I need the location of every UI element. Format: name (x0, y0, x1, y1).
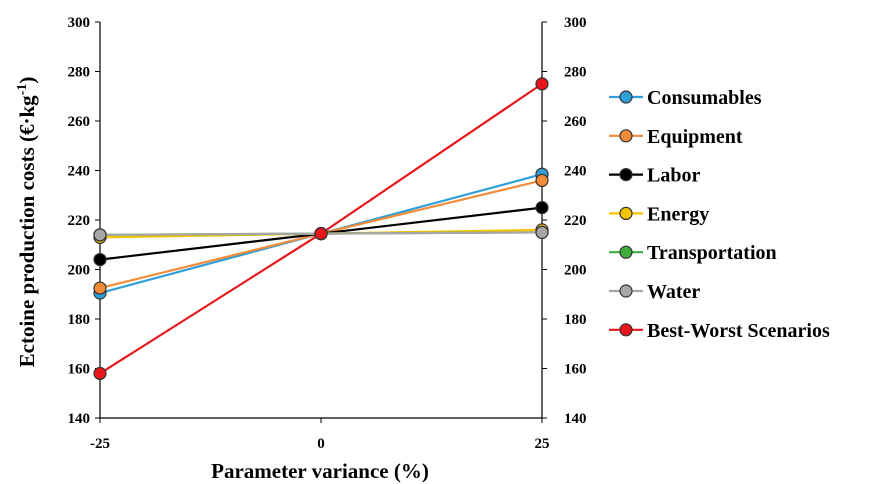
legend-label: Energy (647, 203, 709, 225)
y-tick-label-right: 160 (564, 362, 587, 378)
data-point-equipment (93, 281, 107, 295)
legend-label: Labor (647, 165, 700, 187)
legend-marker (619, 168, 633, 182)
y-tick-label-left: 200 (68, 263, 91, 279)
legend-marker (619, 206, 633, 220)
y-axis-title-main: Ectoine production costs (€·kg (15, 95, 39, 368)
data-point-water (535, 225, 549, 239)
y-tick-label-left: 160 (68, 362, 91, 378)
legend-item-equipment: Equipment (609, 126, 743, 148)
x-tick-label: -25 (90, 436, 110, 452)
legend-marker (619, 129, 633, 143)
y-tick-label-left: 260 (68, 114, 91, 130)
legend-marker (619, 245, 633, 259)
data-point-equipment (535, 173, 549, 187)
y-tick-label-right: 140 (564, 411, 587, 427)
legend-item-transportation: Transportation (609, 242, 777, 264)
legend-marker (619, 323, 633, 337)
data-point-best-worst-scenarios (314, 227, 328, 241)
y-tick-label-right: 180 (564, 312, 587, 328)
data-point-best-worst-scenarios (535, 77, 549, 91)
x-axis-title: Parameter variance (%) (211, 459, 429, 483)
legend-item-labor: Labor (609, 165, 700, 187)
data-point-labor (93, 253, 107, 267)
y-tick-label-left: 220 (68, 213, 91, 229)
y-tick-label-right: 240 (564, 164, 587, 180)
data-point-best-worst-scenarios (93, 366, 107, 381)
legend-item-consumables: Consumables (609, 87, 762, 109)
y-tick-label-left: 280 (68, 65, 91, 81)
y-tick-labels-left: 140 160 180 200 220 240 260 280 300 (68, 15, 91, 427)
legend-label: Water (647, 281, 700, 303)
x-tick-labels: -25 0 25 (90, 436, 550, 452)
y-tick-label-right: 280 (564, 65, 587, 81)
y-tick-label-left: 240 (68, 164, 91, 180)
data-point-water (93, 228, 107, 242)
y-tick-label-right: 200 (564, 263, 587, 279)
legend-marker (619, 284, 633, 298)
legend-label: Equipment (647, 126, 743, 148)
y-tick-label-left: 300 (68, 15, 91, 31)
axes (95, 21, 547, 423)
y-tick-labels-right: 140 160 180 200 220 240 260 280 300 (564, 15, 587, 427)
y-axis-title-close: ) (15, 77, 39, 84)
legend-label: Best-Worst Scenarios (647, 320, 830, 342)
y-tick-label-right: 220 (564, 213, 587, 229)
series-points (93, 77, 549, 381)
y-tick-label-left: 180 (68, 312, 91, 328)
y-axis-title: Ectoine production costs (€·kg-1) (15, 77, 39, 368)
y-tick-label-right: 300 (564, 15, 587, 31)
x-tick-label: 25 (535, 436, 550, 452)
legend-marker (619, 90, 633, 104)
legend-item-best-worst-scenarios: Best-Worst Scenarios (609, 320, 830, 342)
legend-item-energy: Energy (609, 203, 709, 225)
legend-label: Transportation (647, 242, 777, 264)
legend-label: Consumables (647, 87, 762, 109)
legend-item-water: Water (609, 281, 700, 303)
data-point-labor (535, 201, 549, 215)
y-axis-title-superscript: -1 (15, 84, 30, 96)
x-tick-label: 0 (317, 436, 325, 452)
legend: Consumables Equipment Labor Energy Transport… (609, 87, 830, 342)
y-tick-label-right: 260 (564, 114, 587, 130)
y-tick-label-left: 140 (68, 411, 91, 427)
